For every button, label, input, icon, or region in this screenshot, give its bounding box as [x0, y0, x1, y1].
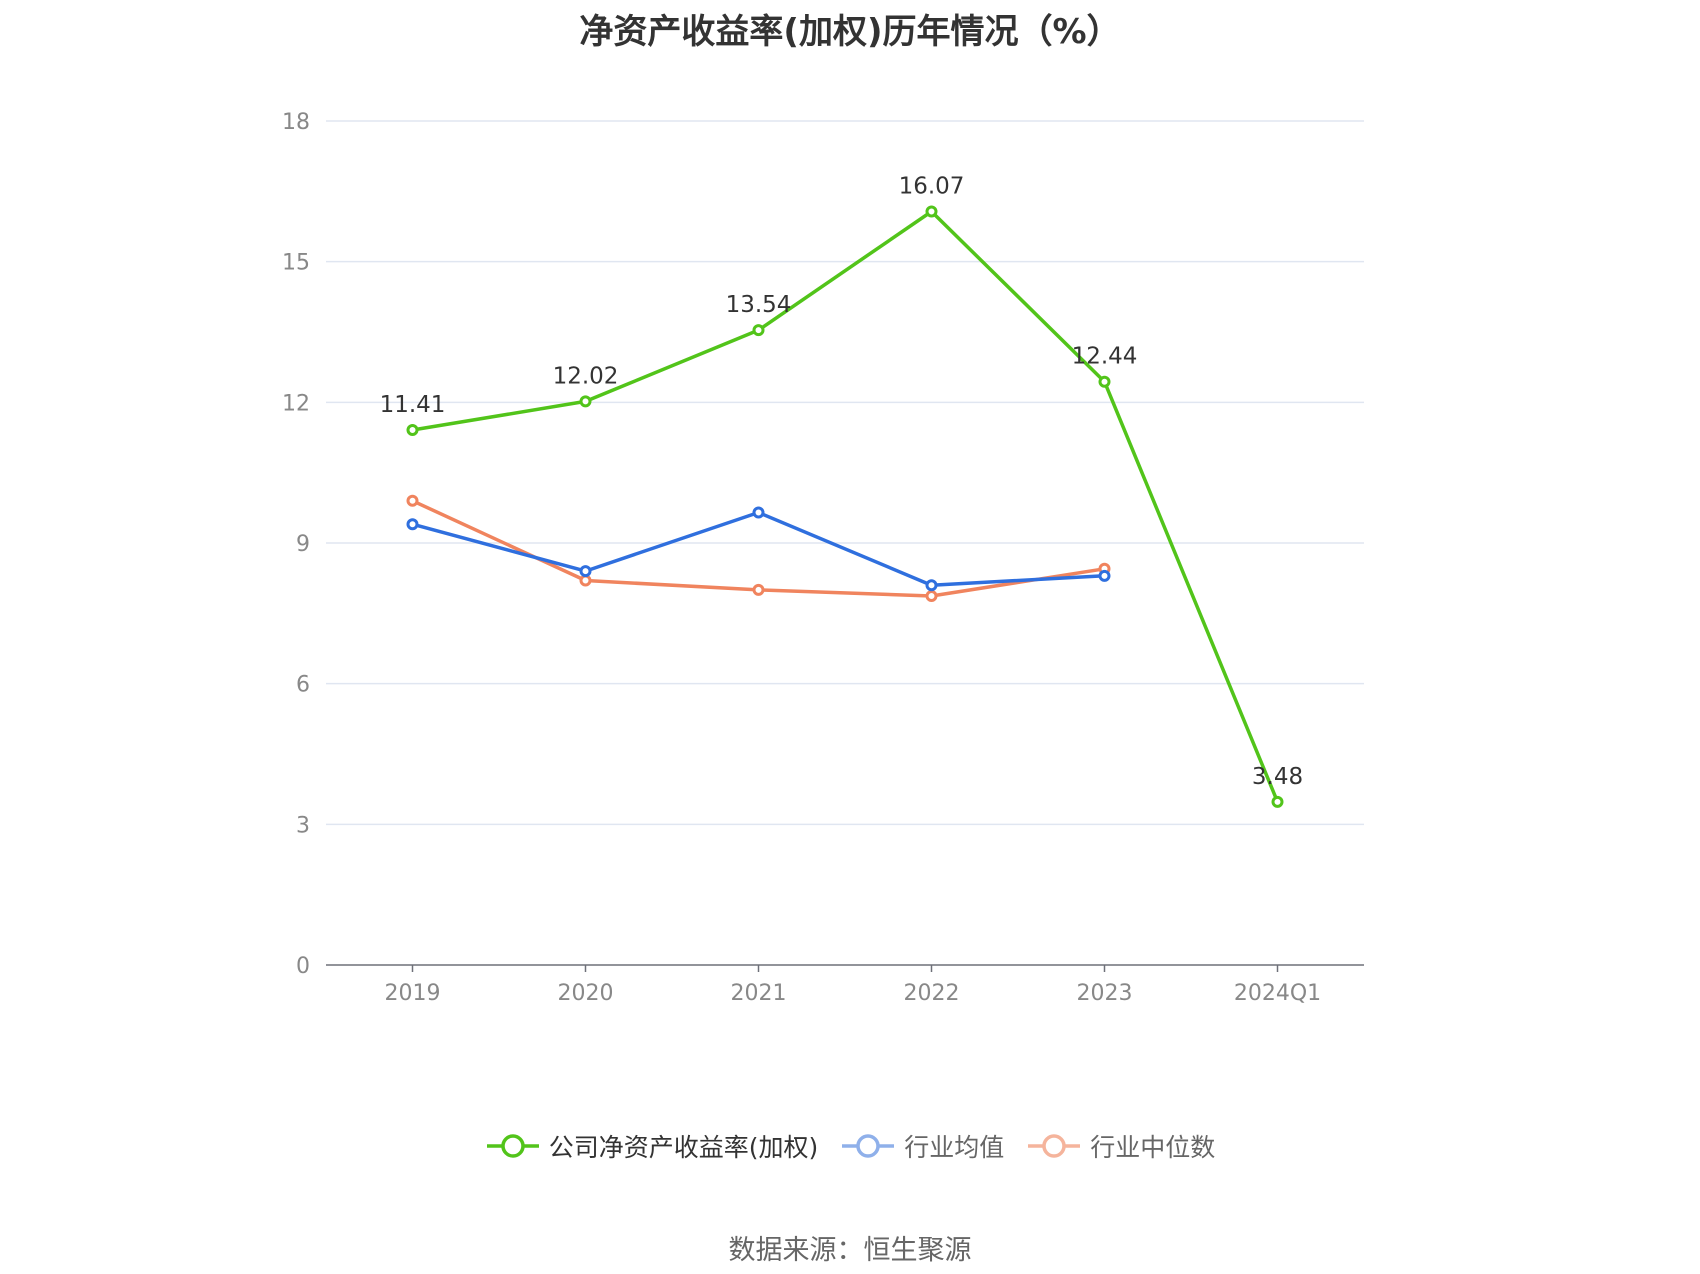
- y-tick-label: 0: [296, 954, 310, 979]
- x-tick-label: 2021: [731, 981, 787, 1006]
- data-point: [925, 205, 938, 218]
- y-tick-label: 18: [282, 110, 310, 135]
- data-label: 16.07: [899, 173, 965, 199]
- x-tick-label: 2020: [558, 981, 614, 1006]
- series-line: [412, 209, 1280, 803]
- data-label: 3.48: [1252, 764, 1303, 790]
- data-point: [406, 423, 419, 436]
- data-point: [752, 324, 765, 337]
- data-point: [579, 565, 592, 578]
- data-point: [1098, 569, 1111, 582]
- x-tick-label: 2023: [1077, 981, 1133, 1006]
- y-tick-label: 9: [296, 532, 310, 557]
- legend-label: 公司净资产收益率(加权): [548, 1133, 819, 1162]
- data-label: 12.44: [1072, 344, 1138, 370]
- legend-item-industry-mean[interactable]: 行业均值: [840, 1128, 1004, 1164]
- data-label: 11.41: [380, 392, 446, 418]
- legend-line-marker-icon: [486, 1134, 539, 1158]
- series-lines: [406, 205, 1284, 808]
- legend-label: 行业均值: [904, 1133, 1005, 1162]
- data-labels: 11.41 12.02 13.54 16.07 12.44 3.48: [380, 173, 1304, 789]
- data-point: [579, 574, 592, 587]
- source-note: 数据来源：恒生聚源: [728, 1235, 972, 1266]
- data-point: [1098, 375, 1111, 388]
- y-tick-label: 15: [282, 251, 310, 276]
- legend-line-marker-icon: [1028, 1134, 1081, 1158]
- legend-item-company-roe[interactable]: 公司净资产收益率(加权): [485, 1128, 819, 1164]
- data-point: [752, 506, 765, 519]
- legend: 公司净资产收益率(加权) 行业均值 行业中位数: [0, 1128, 1700, 1164]
- data-label: 12.02: [553, 363, 619, 389]
- data-point: [925, 579, 938, 592]
- legend-marker: [856, 1134, 880, 1158]
- y-tick-label: 3: [296, 813, 310, 838]
- data-point: [406, 494, 419, 507]
- x-tick-label: 2019: [385, 981, 441, 1006]
- legend-marker: [1042, 1134, 1066, 1158]
- data-point: [406, 518, 419, 531]
- data-point: [579, 395, 592, 408]
- gridlines: [326, 120, 1364, 826]
- axes: 0 3 6 9 12 15 18 2019 2020 2021 2022 2023 2024Q1: [282, 110, 1364, 1006]
- data-point: [925, 589, 938, 602]
- legend-item-industry-median[interactable]: 行业中位数: [1026, 1128, 1215, 1164]
- data-point: [752, 583, 765, 596]
- y-tick-label: 6: [296, 673, 310, 698]
- data-point: [1271, 795, 1284, 808]
- legend-label: 行业中位数: [1090, 1133, 1216, 1162]
- x-tick-label: 2024Q1: [1234, 981, 1321, 1006]
- x-tick-label: 2022: [904, 981, 960, 1006]
- data-label: 13.54: [726, 292, 792, 318]
- legend-marker: [500, 1134, 525, 1158]
- y-tick-label: 12: [282, 391, 310, 416]
- legend-line-marker-icon: [842, 1134, 895, 1158]
- chart-title: 净资产收益率(加权)历年情况（%）: [579, 12, 1121, 52]
